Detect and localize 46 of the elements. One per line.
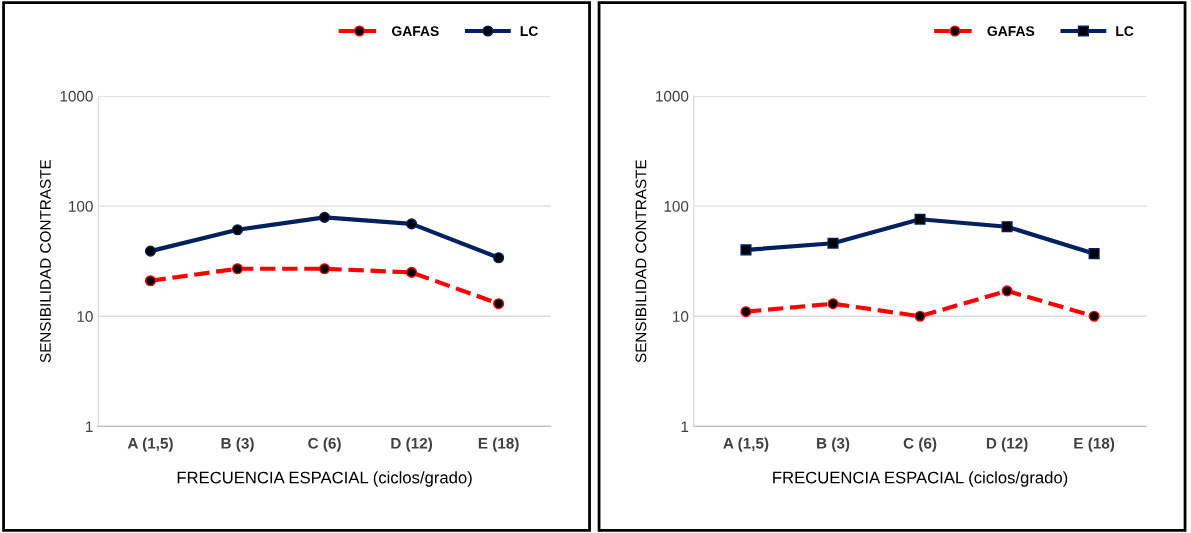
point	[493, 298, 505, 310]
y-tick-label: 10	[673, 311, 689, 322]
y-axis-title: SENSIBILIDAD CONTRASTE	[40, 159, 51, 363]
x-axis-title: FRECUENCIA ESPACIAL (ciclos/grado)	[177, 471, 472, 487]
point	[1088, 310, 1100, 322]
x-axis-title: FRECUENCIA ESPACIAL (ciclos/grado)	[773, 471, 1068, 487]
point	[231, 224, 244, 236]
x-tick-label: D (12)	[986, 437, 1028, 452]
point	[914, 310, 926, 322]
y-axis-title: SENSIBILIDAD CONTRASTE	[635, 159, 647, 363]
x-tick-label: A (1,5)	[127, 437, 173, 452]
point	[318, 211, 331, 223]
point	[740, 244, 752, 256]
point	[1088, 248, 1100, 260]
y-tick-label: 100	[664, 200, 689, 212]
x-tick-label: D (12)	[391, 437, 433, 452]
x-tick-label: E (18)	[1074, 437, 1115, 452]
point	[144, 245, 157, 257]
point	[914, 213, 926, 225]
y-tick-label: 1000	[60, 90, 93, 102]
point	[827, 237, 839, 249]
legend-label: GAFAS	[391, 26, 439, 37]
point	[1001, 221, 1013, 233]
x-tick-label: E (18)	[478, 437, 519, 452]
legend-label: GAFAS	[987, 26, 1035, 37]
x-tick-label: B (3)	[221, 437, 254, 452]
x-tick-label: A (1,5)	[723, 437, 769, 452]
point	[740, 306, 752, 318]
point	[827, 298, 839, 310]
point	[406, 266, 418, 278]
point	[1001, 285, 1013, 297]
legend-label: LC	[1116, 26, 1134, 37]
y-tick-label: 100	[69, 200, 93, 212]
point	[406, 218, 418, 230]
y-tick-label: 1000	[656, 90, 689, 102]
x-tick-label: C (6)	[903, 437, 937, 452]
legend-label: LC	[520, 26, 538, 37]
point	[318, 263, 331, 275]
y-tick-label: 10	[77, 311, 93, 322]
y-tick-label: 1	[681, 421, 689, 432]
point	[493, 252, 505, 264]
x-tick-label: C (6)	[308, 437, 341, 452]
point	[231, 263, 244, 275]
point	[144, 275, 157, 287]
y-tick-label: 1	[86, 421, 93, 432]
x-tick-label: B (3)	[817, 437, 850, 452]
